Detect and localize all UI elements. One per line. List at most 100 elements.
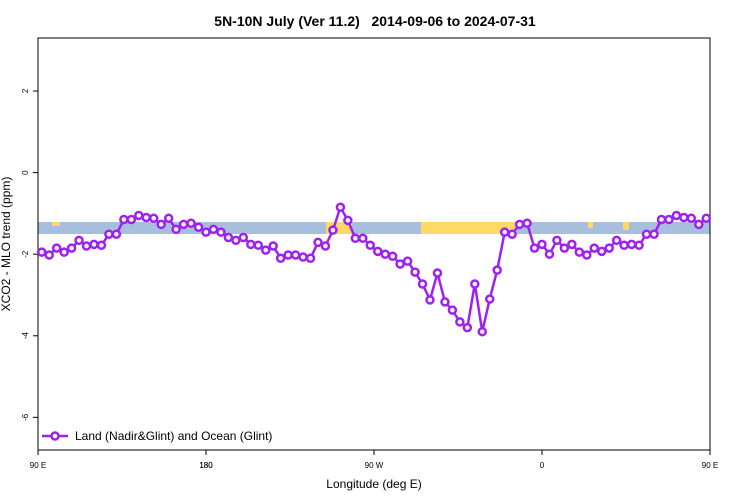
data-point <box>81 241 92 251</box>
data-point <box>679 212 689 223</box>
data-point <box>216 227 226 237</box>
y-axis-label: XCO2 - MLO trend (ppm) <box>0 177 13 312</box>
legend: Land (Nadir&Glint) and Ocean (Glint) <box>42 429 272 443</box>
data-point <box>186 218 196 228</box>
data-point <box>484 294 495 304</box>
chart-title: 5N-10N July (Ver 11.2) 2014-09-06 to 202… <box>214 13 536 29</box>
data-point <box>470 279 480 289</box>
data-point <box>492 265 502 275</box>
legend-label: Land (Nadir&Glint) and Ocean (Glint) <box>75 429 272 443</box>
data-point <box>283 250 293 260</box>
data-point <box>343 215 353 226</box>
data-point <box>619 240 629 250</box>
data-point <box>126 214 137 225</box>
data-point <box>74 235 84 246</box>
data-point <box>455 317 465 327</box>
x-tick-label: 180 <box>199 461 213 470</box>
data-point <box>402 256 413 266</box>
data-point <box>447 305 458 315</box>
data-point <box>238 232 249 243</box>
data-point <box>686 213 697 224</box>
data-point <box>372 246 383 257</box>
data-point <box>499 227 510 237</box>
data-point <box>671 210 682 221</box>
data-point <box>664 214 674 225</box>
data-point <box>104 229 114 239</box>
data-point <box>305 253 316 264</box>
y-tick-label: -2 <box>21 250 30 258</box>
y-tick-label: -4 <box>21 332 30 340</box>
data-point <box>178 219 189 230</box>
data-point <box>290 250 301 260</box>
data-point <box>141 212 152 223</box>
data-point <box>111 229 122 239</box>
data-point <box>89 239 99 250</box>
data-point <box>365 240 376 250</box>
data-point <box>66 243 77 253</box>
land-patch <box>421 222 517 234</box>
x-axis-label: Longitude (deg E) <box>326 477 421 491</box>
data-point <box>574 247 585 257</box>
data-point <box>559 243 570 253</box>
data-point <box>253 240 264 250</box>
data-point <box>148 213 159 224</box>
legend-marker <box>50 431 60 441</box>
data-point <box>596 246 607 257</box>
data-point <box>231 235 241 246</box>
y-tick-label: 0 <box>21 170 30 175</box>
data-point <box>260 245 271 255</box>
data-point <box>567 239 577 250</box>
data-point <box>701 213 712 224</box>
data-point <box>36 247 47 257</box>
data-point <box>208 224 219 235</box>
data-point <box>641 229 652 239</box>
data-point <box>634 240 644 250</box>
data-point <box>582 250 592 260</box>
data-point <box>223 232 234 243</box>
land-patch <box>588 222 593 228</box>
x-tick-label: 180 <box>199 461 213 470</box>
x-tick-label: 90 E <box>30 461 46 470</box>
data-point <box>694 219 704 230</box>
data-point <box>611 235 622 246</box>
data-point <box>656 214 667 225</box>
data-point <box>552 235 562 246</box>
data-point <box>514 219 525 230</box>
data-point <box>298 252 308 262</box>
data-point <box>529 243 540 253</box>
data-point <box>387 251 398 261</box>
data-point <box>313 237 323 248</box>
data-point <box>156 219 166 230</box>
data-point <box>119 214 129 225</box>
data-point <box>163 213 174 224</box>
y-tick-label: 2 <box>21 88 30 93</box>
data-point <box>320 241 331 251</box>
land-patch <box>623 222 629 230</box>
ocean-band <box>38 222 710 234</box>
data-point <box>268 241 278 251</box>
data-point <box>410 267 420 277</box>
data-point <box>59 247 69 257</box>
data-point <box>350 233 361 244</box>
data-point <box>51 243 62 253</box>
data-point <box>522 218 532 228</box>
data-point <box>201 227 211 237</box>
data-point <box>275 253 286 264</box>
data-point <box>134 210 144 221</box>
data-point <box>380 249 390 259</box>
x-tick-label: 90 E <box>702 461 718 470</box>
data-point <box>425 295 435 305</box>
data-point <box>544 249 555 259</box>
data-point <box>171 224 181 235</box>
data-point <box>96 240 107 250</box>
data-point <box>589 243 600 253</box>
data-point <box>246 239 256 250</box>
x-tick-label: 90 W <box>365 461 384 470</box>
data-point <box>432 268 443 278</box>
data-point <box>462 322 473 333</box>
data-point <box>604 243 614 253</box>
data-point <box>193 222 204 233</box>
data-point <box>477 326 488 337</box>
data-point <box>44 250 54 260</box>
